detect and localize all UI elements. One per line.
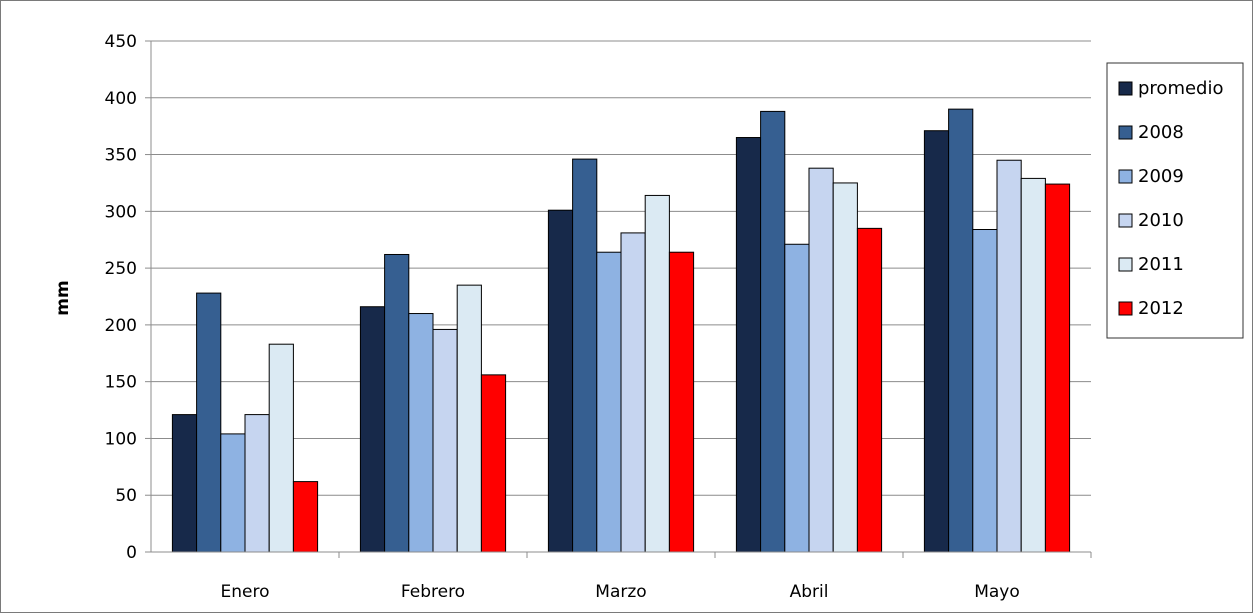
bar-2009-Febrero [408, 313, 434, 553]
bar-2008-Abril [760, 110, 786, 553]
bar-2009-Mayo [972, 229, 998, 553]
y-tick-label: 100 [105, 429, 137, 449]
bar-promedio-Abril [735, 137, 762, 553]
legend-swatch [1118, 301, 1133, 316]
axes [145, 40, 1092, 558]
legend-label: 2009 [1138, 166, 1184, 187]
legend-swatch [1118, 81, 1133, 96]
legend-swatch [1118, 213, 1133, 228]
y-tick-label: 50 [115, 486, 137, 506]
x-tick-labels: Enero Febrero Marzo Abril Mayo [221, 582, 1020, 602]
bar-2008-Marzo [572, 158, 598, 553]
bar-2010-Enero [244, 414, 270, 553]
bar-2012-Mayo [1044, 183, 1071, 553]
bar-2012-Abril [856, 227, 883, 553]
legend-swatch [1118, 169, 1133, 184]
bar-2009-Marzo [596, 251, 622, 553]
bar-2008-Febrero [384, 253, 410, 553]
x-tick-label: Abril [790, 582, 829, 602]
y-tick-label: 300 [105, 202, 137, 222]
bar-2011-Enero [268, 343, 294, 553]
y-tick-label: 0 [126, 543, 137, 563]
y-tick-label: 200 [105, 316, 137, 336]
y-tick-label: 400 [105, 89, 137, 109]
bar-2012-Marzo [668, 251, 695, 553]
bar-2012-Enero [292, 481, 319, 553]
bar-2011-Abril [832, 182, 858, 553]
x-tick-label: Enero [221, 582, 270, 602]
y-tick-label: 350 [105, 146, 137, 166]
bar-2009-Enero [220, 433, 246, 553]
bar-2011-Febrero [456, 284, 482, 553]
bar-2011-Marzo [644, 194, 670, 553]
y-axis-title: mm [53, 280, 73, 315]
x-tick-label: Mayo [974, 582, 1020, 602]
bar-2009-Abril [784, 243, 810, 553]
bar-2008-Enero [196, 292, 222, 553]
bar-promedio-Febrero [359, 306, 386, 553]
bars [171, 108, 1071, 553]
bar-2010-Marzo [620, 232, 646, 553]
legend-swatch [1118, 257, 1133, 272]
legend: promedio 2008 2009 2010 2011 2012 [1106, 62, 1244, 339]
x-tick-label: Marzo [595, 582, 646, 602]
bar-2012-Febrero [480, 374, 507, 553]
legend-swatch [1118, 125, 1133, 140]
legend-label: 2010 [1138, 210, 1184, 231]
y-tick-label: 250 [105, 259, 137, 279]
legend-label: 2012 [1138, 298, 1184, 319]
legend-box [1106, 62, 1244, 339]
x-tick-label: Febrero [401, 582, 465, 602]
legend-label: 2008 [1138, 122, 1184, 143]
bar-2010-Abril [808, 167, 834, 553]
y-tick-labels: 0 50 100 150 200 250 300 350 400 450 [105, 32, 137, 563]
y-tick-label: 150 [105, 373, 137, 393]
bar-2011-Mayo [1020, 177, 1046, 553]
legend-label: 2011 [1138, 254, 1184, 275]
bar-2010-Febrero [432, 328, 458, 553]
legend-label: promedio [1138, 78, 1224, 99]
bar-promedio-Mayo [923, 130, 950, 553]
bar-2008-Mayo [948, 108, 974, 553]
bar-2010-Mayo [996, 159, 1022, 553]
y-tick-label: 450 [105, 32, 137, 52]
bar-promedio-Enero [171, 414, 198, 553]
bar-promedio-Marzo [547, 209, 574, 553]
